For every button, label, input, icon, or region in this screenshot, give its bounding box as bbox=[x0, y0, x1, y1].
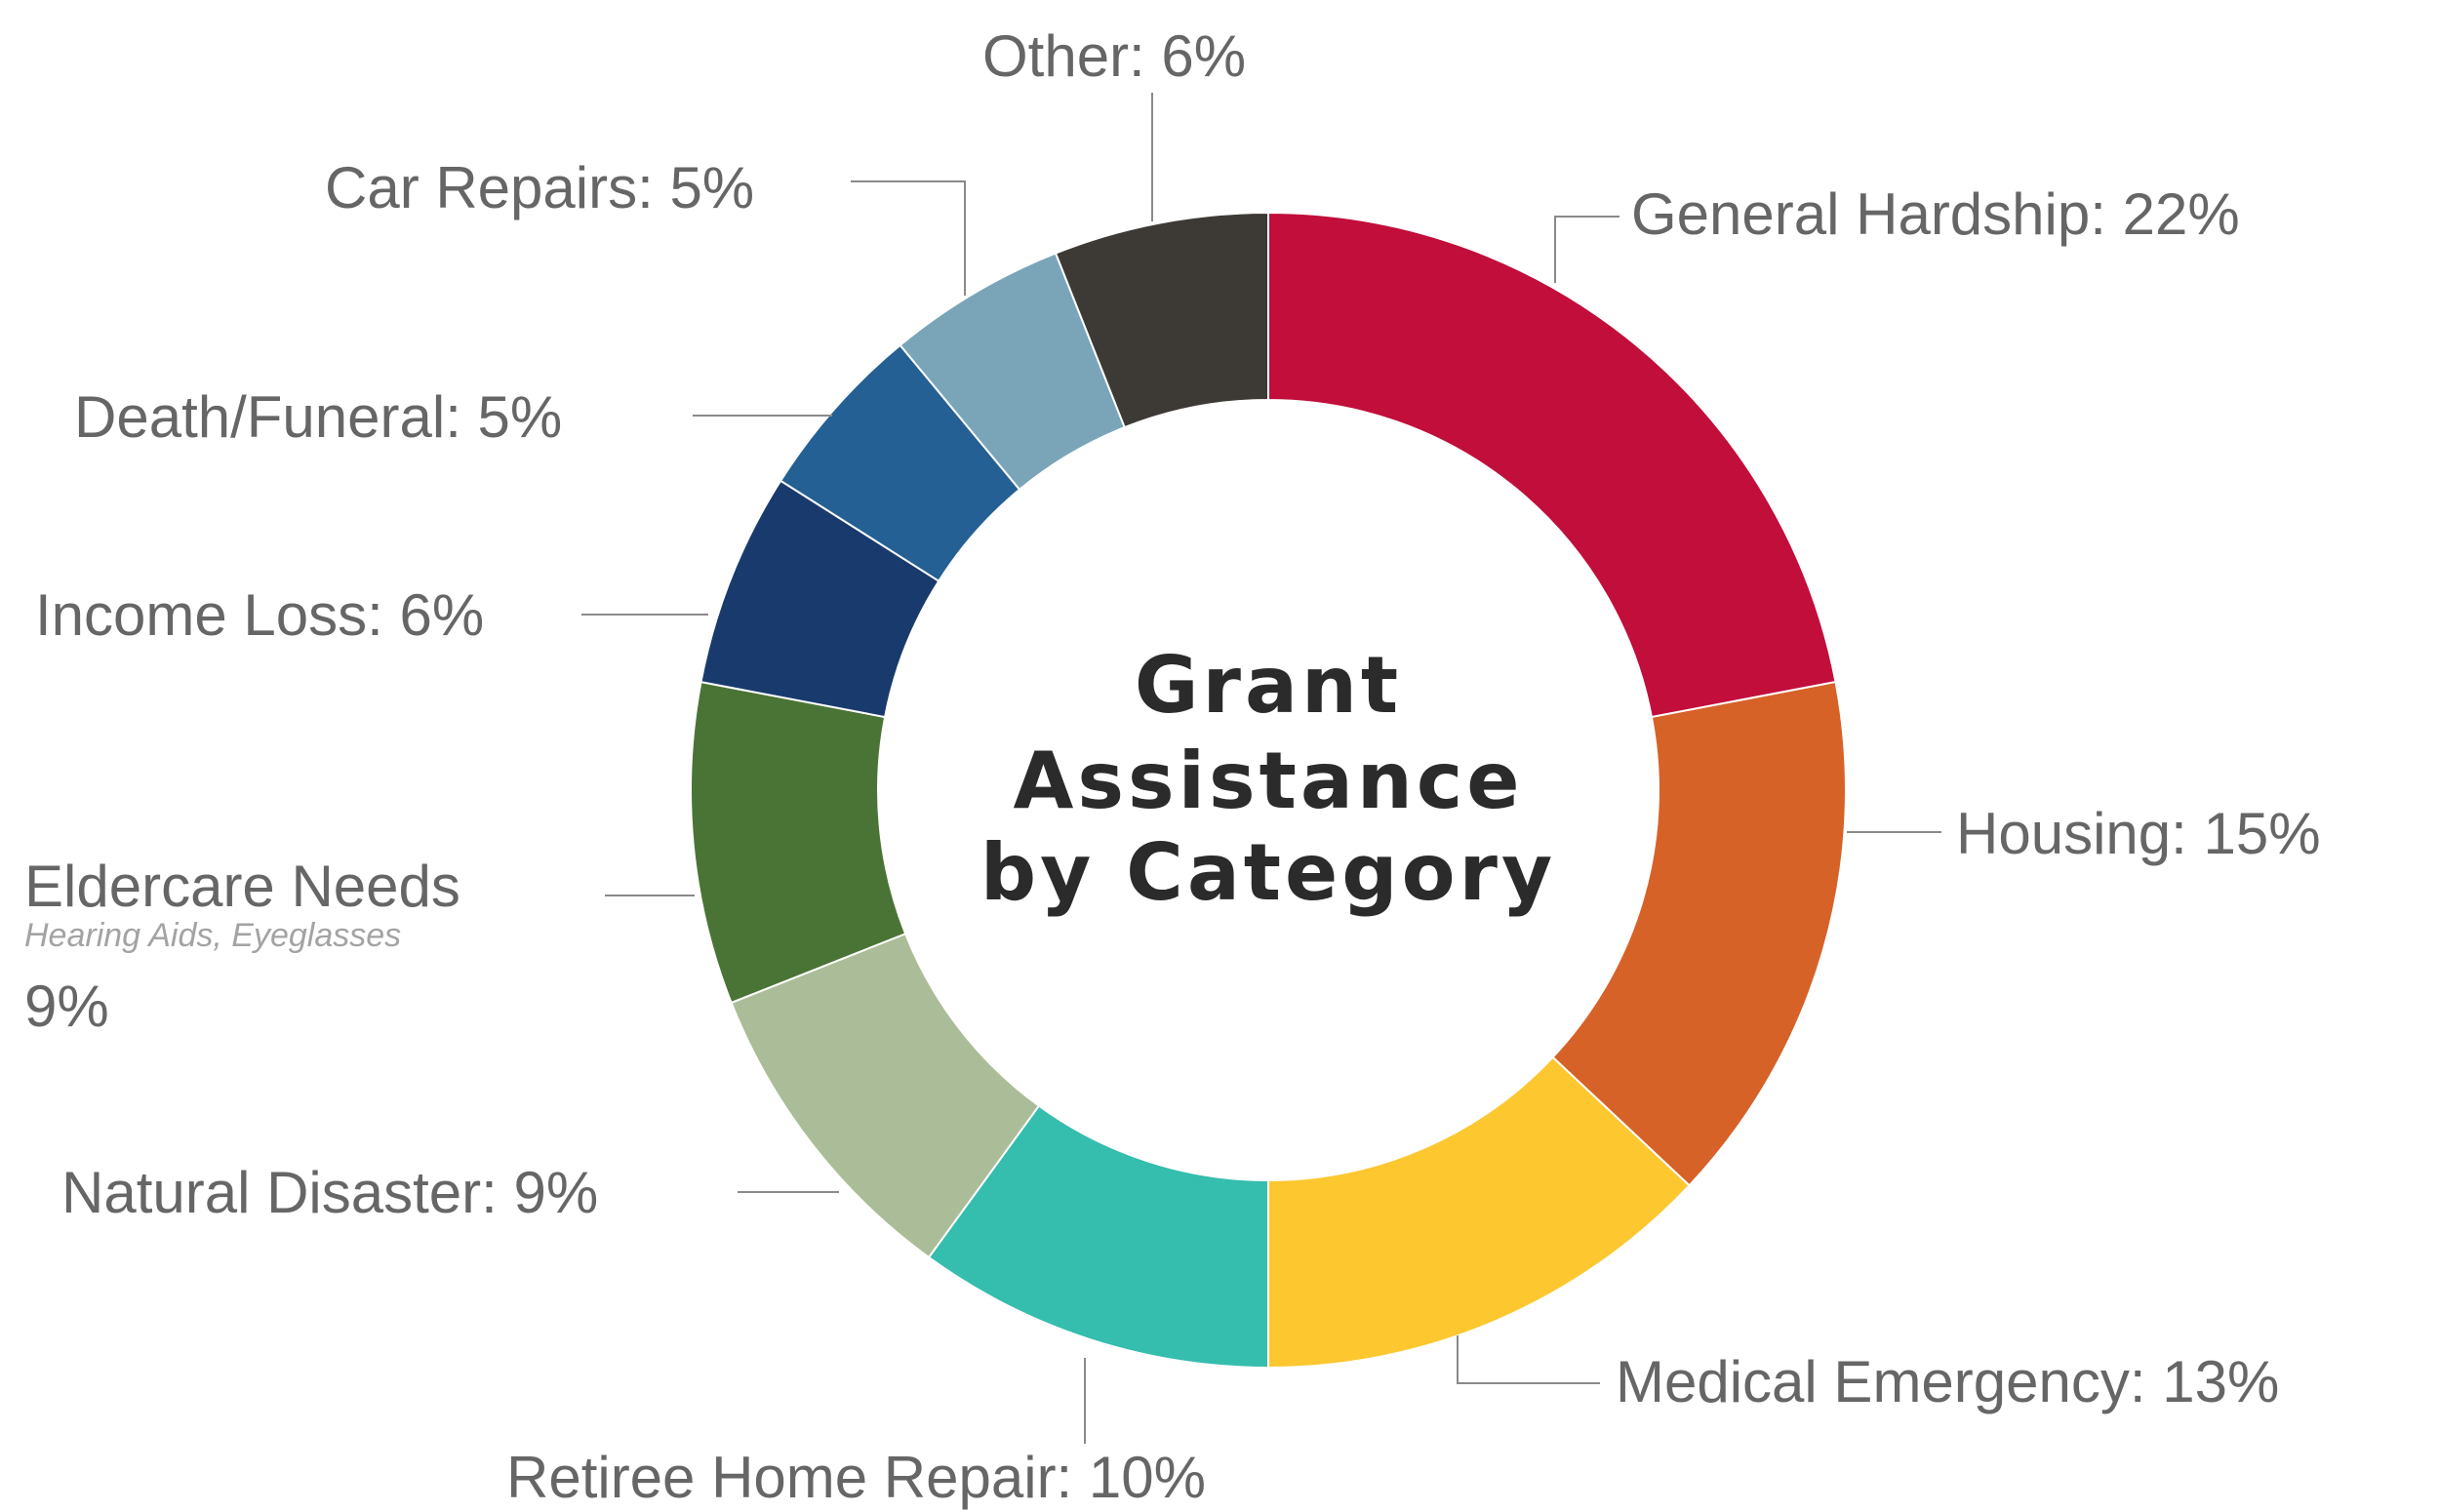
donut-slices bbox=[690, 211, 1847, 1370]
leader-lines bbox=[581, 93, 1941, 1444]
label-medical-emergency: Medical Emergency: 13% bbox=[1616, 1349, 2279, 1414]
slice-labels: General Hardship: 22% Housing: 15% Medical… bbox=[24, 23, 2321, 1510]
slice-other bbox=[1054, 211, 1269, 429]
leader-line-general-hardship bbox=[1554, 216, 1619, 283]
label-retiree-home-repair: Retiree Home Repair: 10% bbox=[506, 1445, 1206, 1510]
leader-line-car-repairs bbox=[851, 180, 966, 296]
label-death-funeral: Death/Funeral: 5% bbox=[74, 384, 562, 450]
label-eldercare-needs: Eldercare Needs bbox=[24, 854, 460, 919]
slice-housing bbox=[1551, 680, 1847, 1187]
label-general-hardship: General Hardship: 22% bbox=[1631, 181, 2240, 247]
center-title-line-3: by Category bbox=[980, 827, 1556, 918]
center-title-line-1: Grant bbox=[1135, 640, 1402, 731]
label-income-loss: Income Loss: 6% bbox=[35, 582, 484, 648]
leader-line-medical-emergency bbox=[1457, 1335, 1600, 1384]
label-car-repairs: Car Repairs: 5% bbox=[325, 155, 754, 220]
label-housing: Housing: 15% bbox=[1956, 801, 2321, 866]
center-title-line-2: Assistance bbox=[1013, 736, 1523, 826]
label-natural-disaster: Natural Disaster: 9% bbox=[61, 1160, 598, 1225]
label-other: Other: 6% bbox=[982, 23, 1246, 89]
value-label-eldercare-needs: 9% bbox=[24, 974, 109, 1039]
slice-general-hardship bbox=[1267, 211, 1837, 719]
sublabel-eldercare-needs: Hearing Aids, Eyeglasses bbox=[24, 917, 401, 954]
